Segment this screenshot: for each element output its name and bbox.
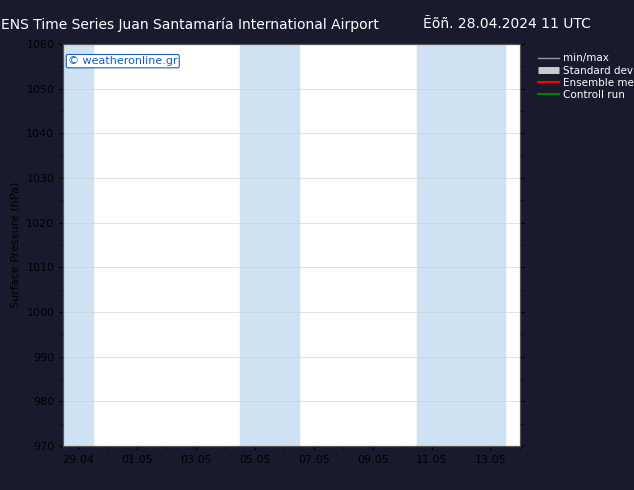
Y-axis label: Surface Pressure (hPa): Surface Pressure (hPa) <box>11 182 21 308</box>
Text: © weatheronline.gr: © weatheronline.gr <box>68 56 178 66</box>
Text: ENS Time Series Juan Santamaría International Airport: ENS Time Series Juan Santamaría Internat… <box>1 17 379 32</box>
Text: Ẽõñ. 28.04.2024 11 UTC: Ẽõñ. 28.04.2024 11 UTC <box>424 17 591 31</box>
Bar <box>63 44 93 446</box>
Bar <box>240 44 299 446</box>
Legend: min/max, Standard deviation, Ensemble mean run, Controll run: min/max, Standard deviation, Ensemble me… <box>534 49 634 104</box>
Bar <box>417 44 505 446</box>
